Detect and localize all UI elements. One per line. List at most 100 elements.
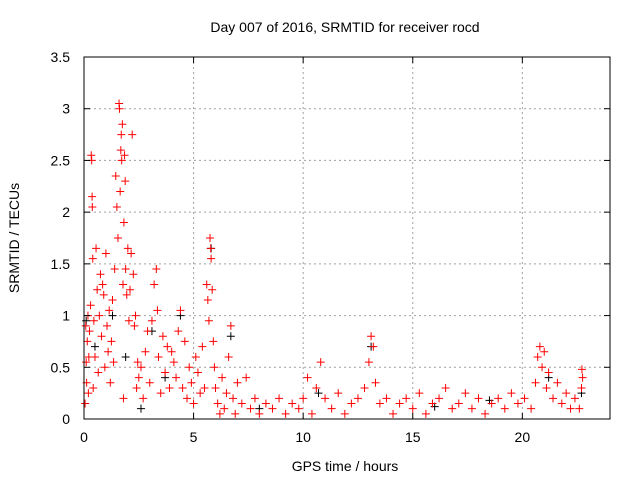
data-point-red: [275, 394, 284, 403]
data-point-red: [198, 342, 207, 351]
data-point-red: [575, 404, 584, 413]
data-point-red: [288, 399, 297, 408]
data-point-red: [97, 332, 106, 341]
data-point-red: [193, 368, 202, 377]
data-point-red: [158, 332, 167, 341]
data-point-red: [116, 146, 125, 155]
data-point-red: [131, 311, 140, 320]
data-point-red: [202, 280, 211, 289]
data-point-red: [134, 373, 143, 382]
y-tick-label: 3: [62, 101, 70, 117]
data-point-red: [481, 409, 490, 418]
data-point-red: [117, 130, 126, 139]
data-point-red: [163, 342, 172, 351]
data-point-red: [94, 368, 103, 377]
axis-ticks: 0 5 10 15 20 0 0.5 1 1.5 2 2.5 3 3.5: [51, 49, 610, 445]
y-tick-label: 2.5: [51, 152, 71, 168]
data-point-red: [112, 202, 121, 211]
data-point-red: [113, 234, 122, 242]
data-point-black: [90, 342, 99, 351]
data-point-red: [109, 358, 118, 367]
data-point-red: [242, 373, 251, 382]
data-point-red: [218, 373, 227, 382]
x-tick-label: 20: [515, 429, 531, 445]
data-point-red: [487, 399, 496, 408]
data-point-red: [531, 378, 540, 387]
data-point-red: [307, 409, 316, 418]
data-point-red: [110, 265, 119, 274]
data-point-red: [334, 389, 343, 398]
grid: [84, 57, 610, 419]
data-point-red: [150, 280, 159, 289]
data-point-red: [246, 404, 255, 413]
data-point-red: [231, 409, 240, 418]
data-point-red: [106, 378, 115, 387]
data-point-red: [141, 347, 150, 356]
data-point-red: [136, 363, 145, 372]
data-point-red: [96, 270, 105, 279]
data-point-red: [132, 383, 141, 392]
data-point-red: [81, 399, 90, 408]
x-tick-label: 0: [80, 429, 88, 445]
data-point-red: [178, 383, 187, 392]
data-point-red: [562, 389, 571, 398]
data-point-red: [88, 202, 97, 211]
data-point-red: [566, 404, 575, 413]
data-point-red: [154, 352, 163, 361]
data-point-red: [454, 399, 463, 408]
data-point-red: [540, 347, 549, 356]
data-point-red: [156, 389, 165, 398]
data-point-red: [360, 383, 369, 392]
data-point-red: [90, 352, 99, 361]
data-point-red: [448, 404, 457, 413]
data-point-red: [299, 394, 308, 403]
data-point-red: [185, 363, 194, 372]
data-point-red: [570, 394, 579, 403]
data-point-red: [527, 404, 536, 413]
data-point-red: [353, 394, 362, 403]
x-tick-label: 10: [295, 429, 311, 445]
data-point-red: [139, 394, 148, 403]
data-point-black: [121, 352, 130, 361]
data-point-red: [99, 290, 108, 299]
data-point-red: [261, 399, 270, 408]
chart-title: Day 007 of 2016, SRMTID for receiver roc…: [210, 19, 479, 35]
data-point-red: [395, 399, 404, 408]
data-point-red: [118, 120, 127, 129]
plot-frame: [83, 56, 611, 420]
data-point-black: [226, 332, 235, 341]
data-point-red: [208, 285, 217, 294]
data-point-red: [367, 332, 376, 341]
data-point-red: [494, 394, 503, 403]
data-point-red: [533, 352, 542, 361]
data-point-red: [375, 399, 384, 408]
data-point-red: [95, 311, 104, 320]
data-point-red: [578, 373, 587, 382]
data-point-red: [81, 321, 90, 330]
data-point-red: [92, 244, 101, 253]
data-point-red: [303, 373, 312, 382]
data-point-red: [255, 409, 264, 418]
data-point-red: [86, 301, 95, 310]
data-point-red: [435, 394, 444, 403]
data-point-red: [507, 389, 516, 398]
data-point-red: [98, 280, 107, 289]
data-point-red: [116, 187, 125, 196]
data-point-red: [316, 358, 325, 367]
data-points: [81, 99, 587, 418]
data-point-red: [364, 358, 373, 367]
y-tick-label: 0: [62, 411, 70, 427]
data-point-red: [340, 409, 349, 418]
data-point-red: [117, 156, 126, 165]
data-point-red: [111, 171, 120, 180]
data-point-red: [119, 394, 128, 403]
data-point-red: [121, 177, 130, 186]
data-point-red: [474, 394, 483, 403]
data-point-red: [428, 399, 437, 408]
data-point-red: [84, 389, 93, 398]
data-point-red: [145, 378, 154, 387]
x-tick-label: 15: [405, 429, 421, 445]
data-point-red: [542, 383, 551, 392]
data-point-red: [165, 383, 174, 392]
